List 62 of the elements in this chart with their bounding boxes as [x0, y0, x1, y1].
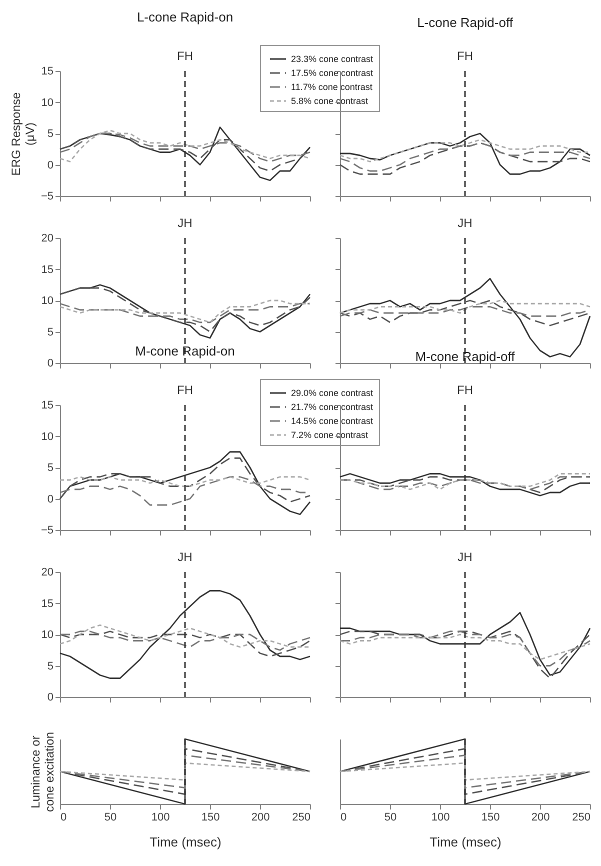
chart-title: L-cone Rapid-off	[417, 15, 514, 30]
y-tick-label: 0	[47, 358, 54, 370]
line-series	[59, 287, 311, 332]
legend-label: 23.3% cone contrast	[291, 54, 374, 64]
y-tick-label: 15	[41, 66, 54, 78]
ref-line-label: FH	[457, 49, 473, 63]
legend-label: 7.2% cone contrast	[291, 430, 369, 440]
y-tick-label: 15	[41, 400, 54, 412]
y-tick-label: 5	[47, 660, 54, 672]
legend-label: 11.7% cone contrast	[291, 82, 373, 92]
ref-line-label: FH	[177, 383, 193, 397]
line-series	[59, 476, 311, 487]
y-tick-label: 10	[41, 295, 54, 307]
y-tick-label: 5	[47, 462, 54, 474]
y-tick-label: 5	[47, 128, 54, 140]
y-tick-label: 0	[47, 493, 54, 506]
line-series	[59, 630, 311, 658]
ref-line-label: JH	[458, 550, 472, 564]
line-series	[59, 457, 311, 503]
line-series	[59, 624, 311, 648]
y-tick-label: 10	[41, 96, 54, 109]
ref-line-label: JH	[178, 216, 192, 230]
chart-title: L-cone Rapid-on	[136, 10, 234, 24]
y-tick-label: 0	[47, 159, 54, 172]
legend-label: 17.5% cone contrast	[291, 68, 374, 78]
x-tick-label: 250	[292, 812, 310, 824]
x-tick-label: 200	[531, 812, 550, 824]
ref-line-label: FH	[457, 383, 473, 397]
chart-title: M-cone Rapid-off	[415, 349, 516, 364]
x-axis-title: Time (msec)	[150, 834, 222, 850]
x-tick-label: 100	[431, 812, 450, 824]
y-axis-title: ERG Response (μV)	[8, 92, 37, 176]
y-tick-label: 15	[41, 264, 54, 276]
y-tick-label: −5	[40, 524, 54, 536]
legend-label: 14.5% cone contrast	[291, 416, 374, 426]
x-tick-label: 150	[481, 812, 500, 824]
y-tick-label: 20	[41, 566, 54, 578]
x-tick-label: 0	[60, 812, 67, 824]
legend-label: 5.8% cone contrast	[291, 96, 369, 106]
y-tick-label: 0	[47, 692, 54, 704]
y-tick-label: 10	[41, 430, 54, 443]
legend-label: 29.0% cone contrast	[291, 388, 374, 398]
x-tick-label: 150	[201, 812, 220, 824]
y-tick-label: 5	[47, 326, 54, 338]
x-tick-label: 0	[340, 812, 347, 824]
y-tick-label: 10	[41, 629, 54, 641]
y-tick-label: 20	[41, 232, 54, 244]
x-axis-title: Time (msec)	[430, 834, 502, 850]
y-tick-label: 15	[41, 598, 54, 610]
x-tick-label: 50	[104, 812, 117, 824]
x-tick-label: 200	[251, 812, 270, 824]
x-tick-label: 250	[572, 812, 590, 824]
x-tick-label: 50	[384, 812, 397, 824]
ref-line-label: JH	[178, 550, 192, 564]
y-axis-title: Luminance or cone excitation	[28, 732, 56, 812]
ref-line-label: FH	[177, 49, 193, 63]
x-tick-label: 100	[151, 812, 170, 824]
chart-title: M-cone Rapid-on	[135, 344, 235, 358]
ref-line-label: JH	[458, 216, 472, 230]
line-series	[59, 630, 311, 651]
y-tick-label: −5	[40, 190, 54, 202]
legend-label: 21.7% cone contrast	[291, 402, 374, 412]
